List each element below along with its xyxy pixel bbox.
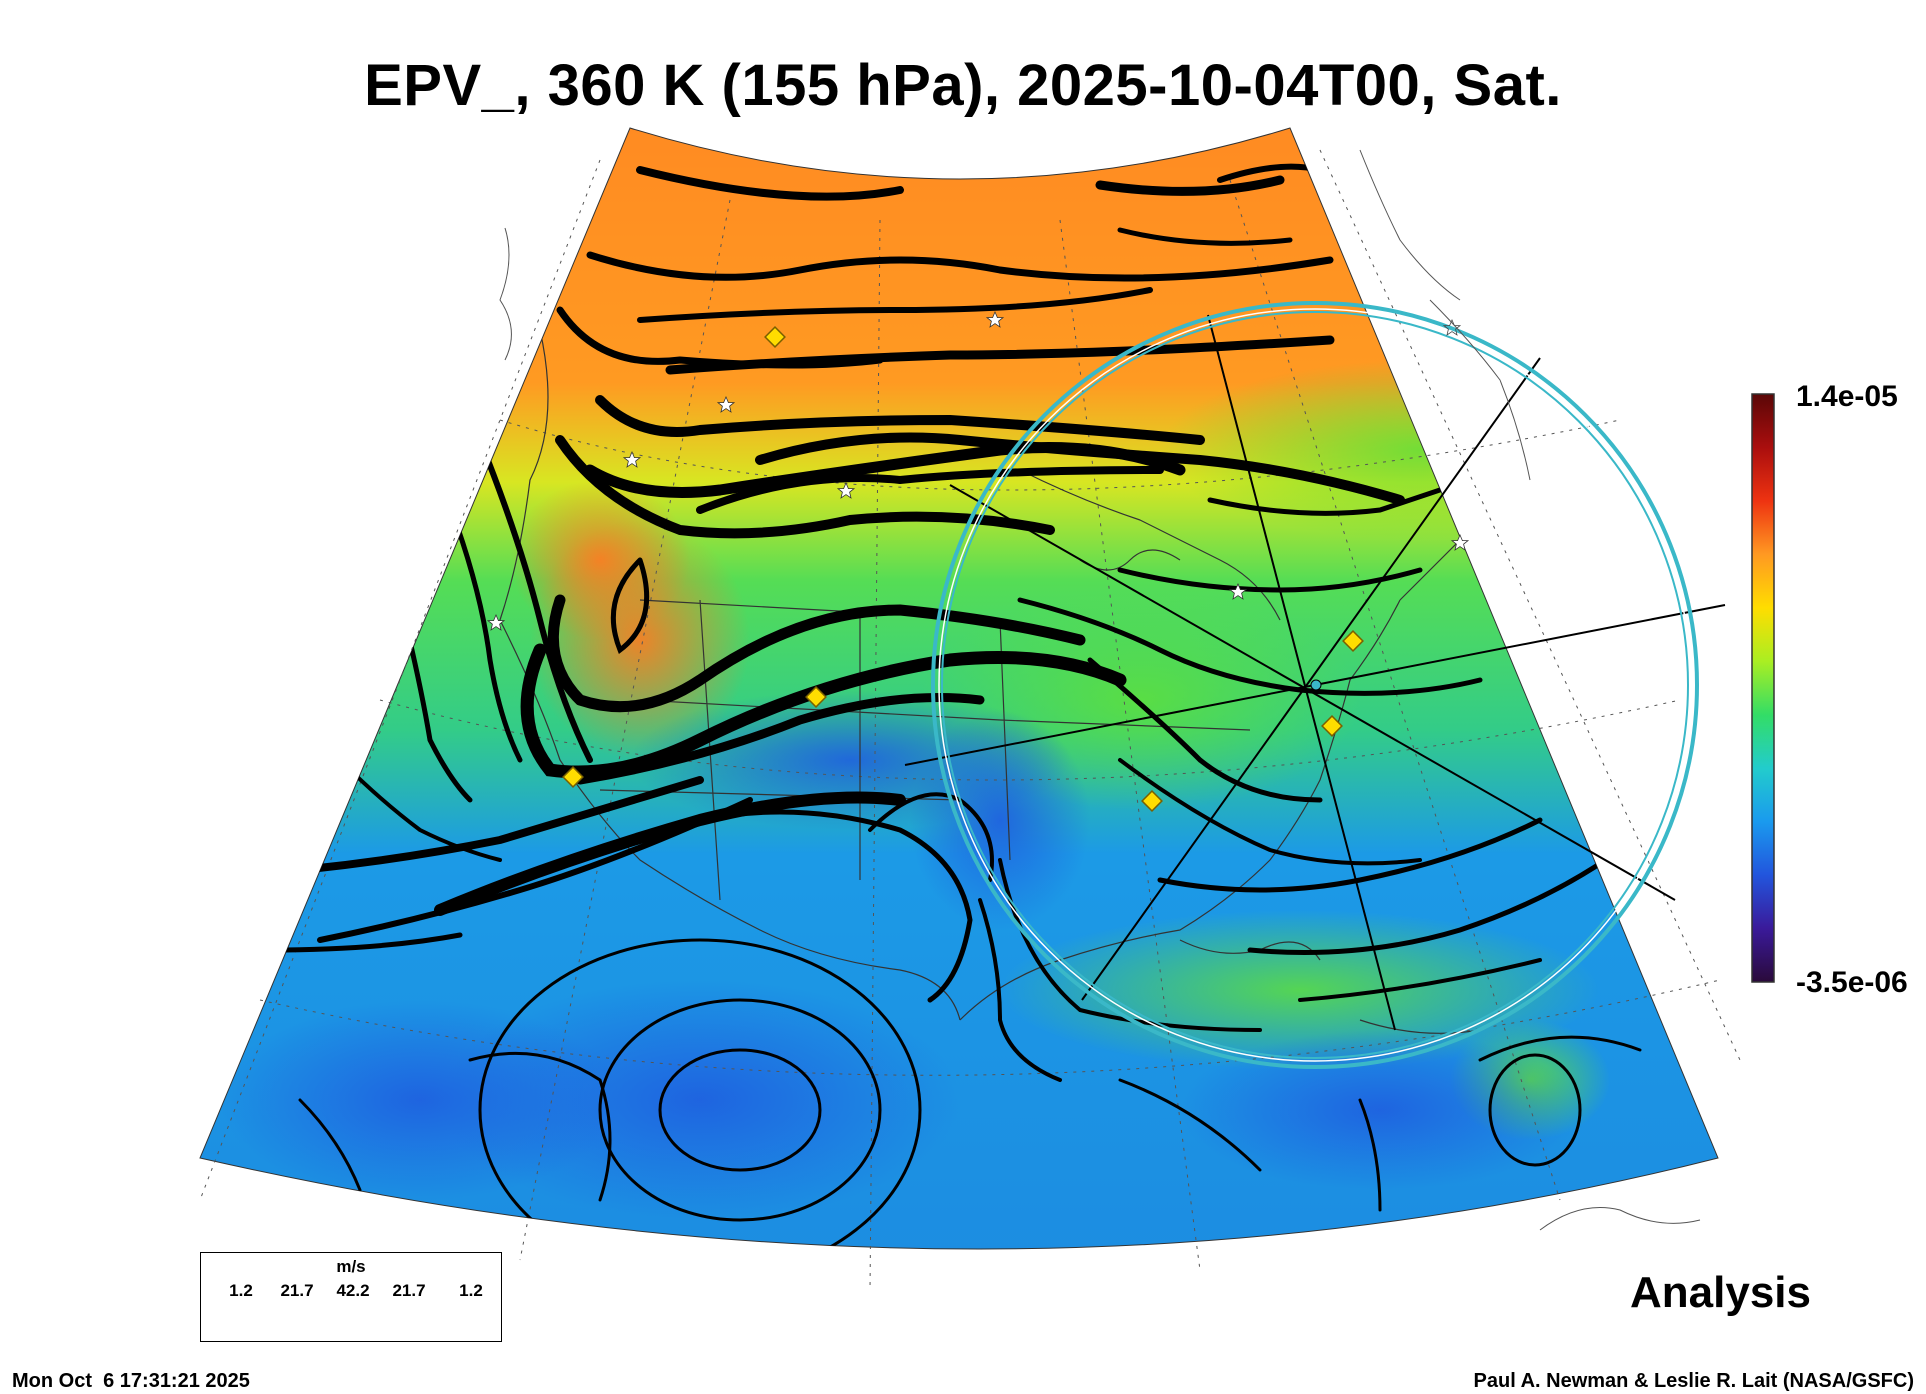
diamond-marker: [1342, 630, 1364, 652]
star-marker: [836, 481, 856, 499]
diamond-marker: [764, 326, 786, 348]
star-marker: [1450, 533, 1470, 551]
credit: Paul A. Newman & Leslie R. Lait (NASA/GS…: [1473, 1370, 1914, 1392]
wind-legend-value: 42.2: [336, 1281, 370, 1300]
diamond-marker: [1321, 715, 1343, 737]
star-markers: [486, 310, 1470, 631]
wind-legend-value: 1.2: [459, 1281, 483, 1300]
star-marker: [486, 613, 506, 631]
wind-legend-value: 1.2: [229, 1281, 253, 1300]
colorbar-min-label: -3.5e-06: [1796, 966, 1908, 999]
map-boundary: [199, 127, 1719, 1250]
colorbar: [1751, 393, 1775, 983]
range-circle: [931, 301, 1699, 1069]
star-marker: [716, 395, 736, 413]
outer-coastlines: [499, 149, 1701, 1231]
map-title: EPV_, 360 K (155 hPa), 2025-10-04T00, Sa…: [364, 53, 1562, 118]
star-marker: [622, 450, 642, 468]
star-marker: [1228, 582, 1248, 600]
wind-legend: m/s 1.2 21.7 42.2 21.7 1.2: [200, 1252, 502, 1342]
colorbar-max-label: 1.4e-05: [1796, 380, 1898, 413]
star-marker: [1442, 318, 1462, 336]
epv-field: [200, 128, 1718, 1249]
diamond-markers: [562, 326, 1364, 812]
graticule: [199, 149, 1741, 1291]
timestamp: Mon Oct 6 17:31:21 2025: [12, 1370, 250, 1392]
wind-legend-value: 21.7: [392, 1281, 426, 1300]
wind-legend-unit: m/s: [336, 1257, 366, 1276]
diamond-marker: [805, 686, 827, 708]
diamond-marker: [1141, 790, 1163, 812]
diamond-marker: [562, 766, 584, 788]
wind-legend-value: 21.7: [280, 1281, 314, 1300]
center-marker: [1310, 679, 1322, 691]
star-marker: [985, 310, 1005, 328]
analysis-label: Analysis: [1630, 1268, 1811, 1317]
